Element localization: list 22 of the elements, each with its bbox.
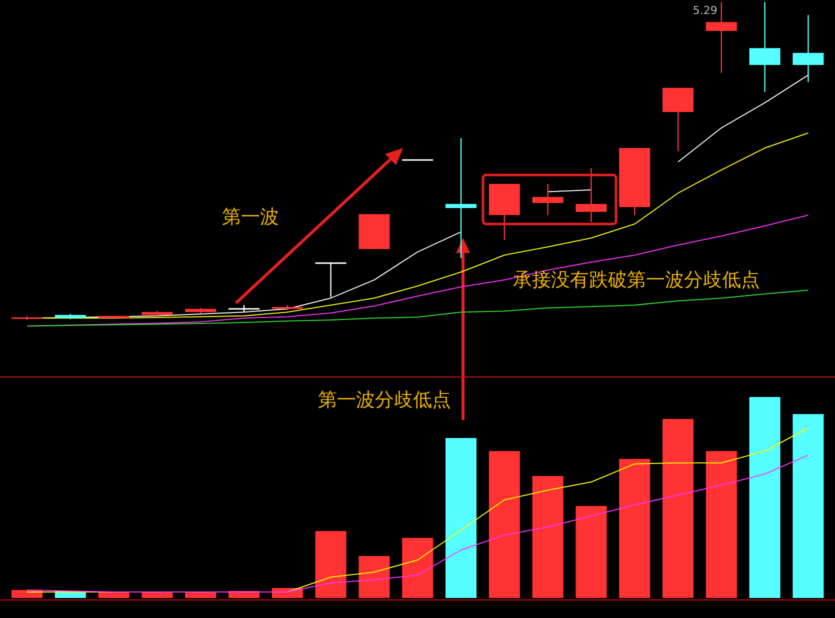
bar [706, 451, 737, 598]
bar [749, 397, 780, 598]
bar [488, 451, 520, 598]
annotation: 第一波分歧低点 [318, 389, 451, 411]
bar [792, 414, 824, 598]
candlestick [532, 183, 564, 216]
bar [619, 458, 650, 598]
bar [576, 506, 607, 598]
bar [662, 418, 694, 598]
bar [358, 556, 390, 598]
bar [532, 476, 564, 598]
annotation: 5.29 [692, 4, 718, 17]
annotation: 承接没有跌破第一波分歧低点 [513, 269, 760, 291]
candlestick [314, 262, 348, 298]
bar [402, 538, 434, 598]
bar [446, 438, 476, 598]
bar [185, 592, 216, 598]
annotation: 第一波 [222, 206, 279, 228]
bar [142, 592, 173, 598]
bar [98, 592, 130, 598]
bar [315, 531, 346, 598]
candlestick [446, 138, 476, 259]
